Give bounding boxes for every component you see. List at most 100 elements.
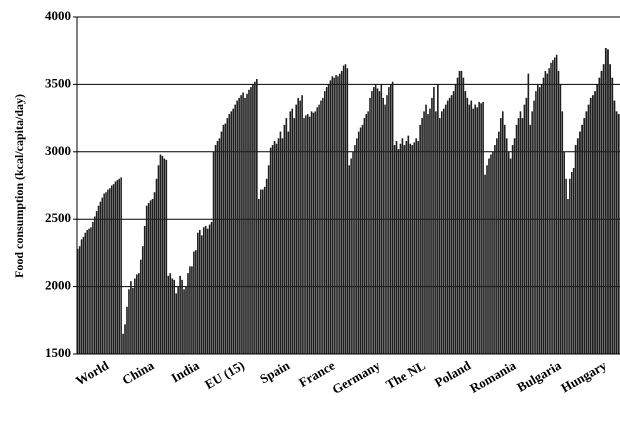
bar xyxy=(569,178,571,354)
bar xyxy=(307,114,309,354)
bar xyxy=(177,286,179,354)
bar xyxy=(173,279,176,354)
bar xyxy=(171,278,174,354)
bar xyxy=(161,155,164,354)
bar xyxy=(329,80,332,354)
bar xyxy=(533,100,535,355)
bar xyxy=(523,104,526,355)
bar xyxy=(583,118,586,354)
bar xyxy=(478,101,480,354)
bar xyxy=(242,92,244,354)
bar xyxy=(496,138,498,354)
bar xyxy=(363,118,366,354)
bar xyxy=(122,333,124,354)
bar xyxy=(484,174,486,354)
bar xyxy=(352,151,354,354)
bar xyxy=(596,84,599,355)
bar xyxy=(527,73,530,354)
bar xyxy=(90,227,92,354)
bar xyxy=(574,145,577,354)
x-tick-label: India xyxy=(168,357,202,385)
bar xyxy=(576,138,579,354)
bar xyxy=(84,232,87,354)
bar xyxy=(490,154,492,354)
bar xyxy=(389,84,392,355)
bar xyxy=(395,141,398,354)
bar xyxy=(234,104,237,355)
bar xyxy=(246,93,248,354)
bar xyxy=(339,73,341,354)
bar xyxy=(386,95,388,355)
bar xyxy=(572,167,575,354)
bar xyxy=(607,49,609,355)
bar xyxy=(565,178,567,354)
bar xyxy=(509,158,512,354)
bar xyxy=(124,324,126,354)
bar xyxy=(501,111,504,354)
bar xyxy=(550,62,552,354)
bar xyxy=(316,107,318,354)
bar xyxy=(195,250,197,354)
bar xyxy=(198,229,201,354)
bar xyxy=(507,151,510,354)
bar xyxy=(397,149,400,354)
bar xyxy=(337,76,339,354)
x-tick-label: Spain xyxy=(257,357,293,386)
bar xyxy=(403,145,406,354)
bar xyxy=(492,151,494,354)
bar xyxy=(175,293,177,354)
bar xyxy=(200,235,203,354)
bar xyxy=(95,211,98,354)
bar xyxy=(248,89,250,355)
bar xyxy=(517,118,520,354)
y-tick-label: 2000 xyxy=(45,278,71,293)
bar xyxy=(340,70,343,355)
bar xyxy=(204,225,207,354)
bar xyxy=(369,97,371,354)
bar xyxy=(488,158,490,354)
bar xyxy=(423,111,425,354)
bar xyxy=(393,145,396,354)
bar xyxy=(476,107,478,354)
bar xyxy=(265,178,268,354)
bar xyxy=(159,154,162,354)
bar xyxy=(458,70,461,355)
bar xyxy=(224,123,227,354)
bar xyxy=(252,84,254,355)
bar xyxy=(359,127,362,354)
bar xyxy=(189,266,191,354)
bar xyxy=(598,77,601,354)
bar xyxy=(134,278,136,354)
bar xyxy=(110,185,113,354)
bar xyxy=(563,151,565,354)
bar xyxy=(254,81,256,354)
bar xyxy=(384,104,386,355)
bar xyxy=(191,266,193,354)
bar xyxy=(259,189,262,354)
bar xyxy=(273,141,276,354)
bar xyxy=(137,273,140,354)
y-tick-label: 2500 xyxy=(45,210,71,225)
bar xyxy=(271,145,274,354)
bar xyxy=(220,131,223,354)
bar xyxy=(145,205,148,354)
bar xyxy=(185,286,187,354)
bar xyxy=(615,111,618,354)
bar xyxy=(157,165,160,354)
bar xyxy=(519,111,522,354)
bar xyxy=(179,275,181,354)
bar xyxy=(444,104,447,355)
bar xyxy=(361,124,364,354)
bar xyxy=(78,246,81,354)
bar xyxy=(130,281,132,354)
bar xyxy=(244,97,246,354)
bar xyxy=(88,228,90,354)
bar xyxy=(212,151,215,354)
bar xyxy=(279,131,282,354)
bar xyxy=(354,145,356,354)
bar xyxy=(440,111,443,354)
bar xyxy=(448,97,451,354)
x-tick-label: Hungary xyxy=(558,357,609,395)
bar xyxy=(350,158,352,354)
y-tick-label: 3500 xyxy=(45,75,71,90)
